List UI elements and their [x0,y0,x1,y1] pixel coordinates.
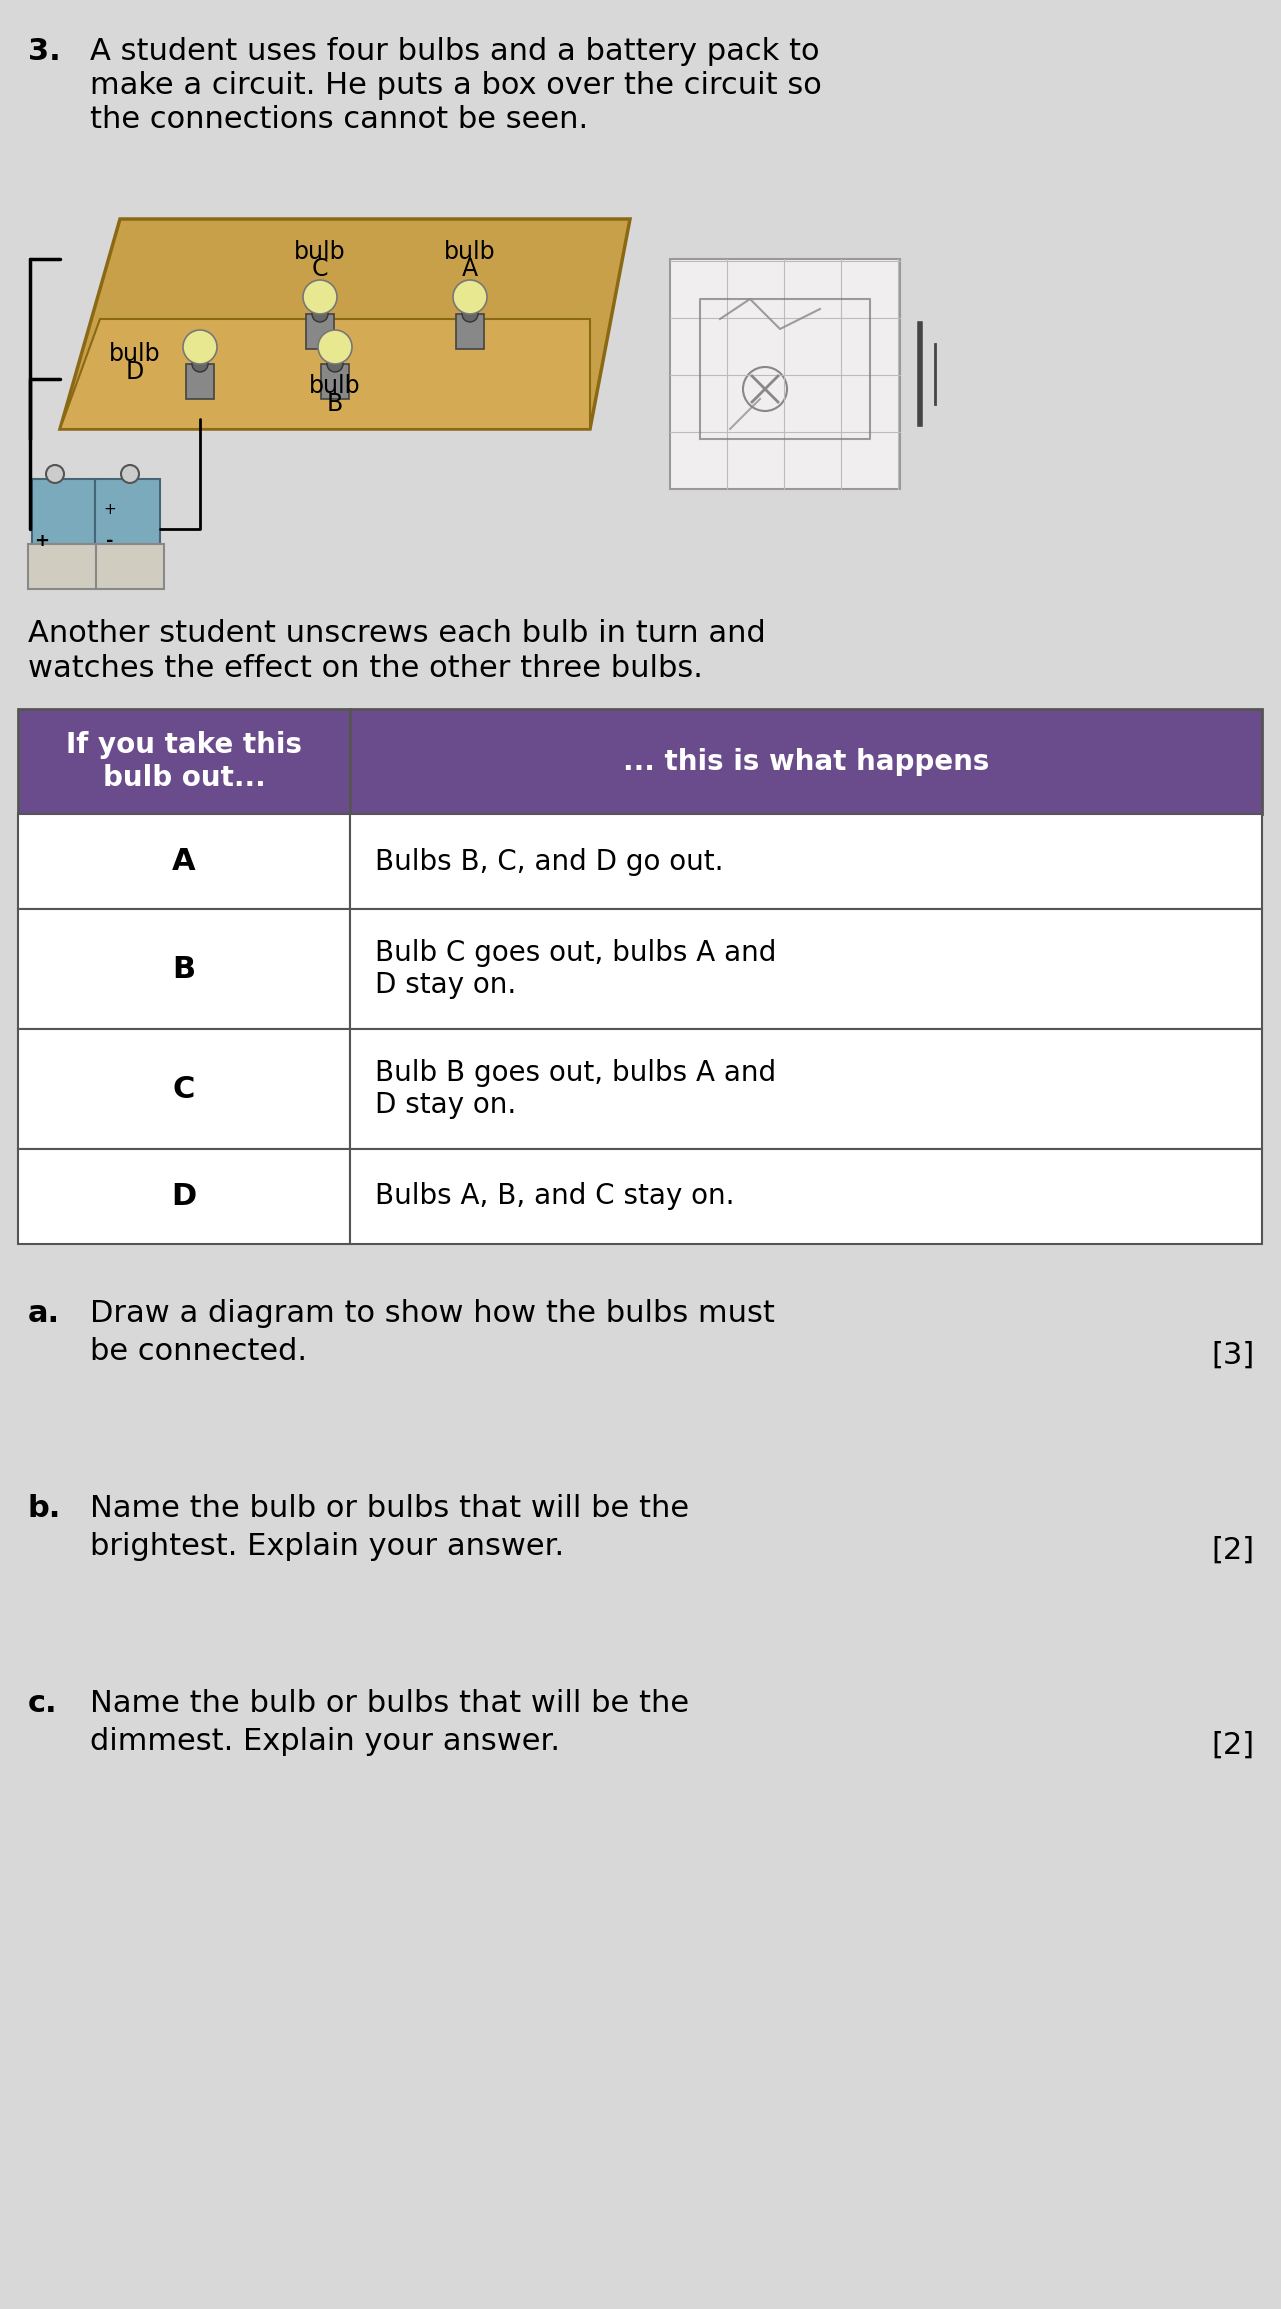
Text: watches the effect on the other three bulbs.: watches the effect on the other three bu… [28,653,703,683]
Text: D: D [126,360,145,383]
Text: +: + [35,531,50,550]
Bar [18,1150,350,1245]
Circle shape [313,307,328,321]
Text: bulb: bulb [109,342,161,367]
Text: B: B [327,393,343,416]
Bar [350,1150,1262,1245]
Bar [350,910,1262,1030]
Polygon shape [60,219,630,429]
Text: Name the bulb or bulbs that will be the
brightest. Explain your answer.: Name the bulb or bulbs that will be the … [90,1494,689,1561]
Circle shape [46,464,64,483]
Text: Bulb C goes out, bulbs A and
D stay on.: Bulb C goes out, bulbs A and D stay on. [375,940,776,1000]
Circle shape [192,356,208,372]
Bar [322,365,348,399]
Text: Bulbs B, C, and D go out.: Bulbs B, C, and D go out. [375,847,724,875]
Bar [28,545,96,589]
Bar [350,709,1262,815]
Circle shape [304,279,337,314]
Circle shape [453,279,487,314]
Text: [2]: [2] [1212,1732,1255,1759]
Text: A student uses four bulbs and a battery pack to: A student uses four bulbs and a battery … [90,37,820,67]
Text: [2]: [2] [1212,1535,1255,1566]
Text: bulb: bulb [295,240,346,263]
Circle shape [462,307,478,321]
Text: bulb: bulb [309,374,361,397]
Text: a.: a. [28,1300,60,1328]
Polygon shape [95,478,160,550]
Bar [306,314,334,349]
Bar [18,910,350,1030]
Text: Bulbs A, B, and C stay on.: Bulbs A, B, and C stay on. [375,1182,734,1210]
Text: C: C [173,1074,195,1104]
Text: -: - [106,531,114,550]
Bar [670,259,901,490]
Text: b.: b. [28,1494,61,1524]
Polygon shape [60,319,591,429]
Text: Another student unscrews each bulb in turn and: Another student unscrews each bulb in tu… [28,619,766,649]
Text: A: A [172,847,196,875]
Circle shape [183,330,216,365]
Text: D: D [172,1182,196,1210]
Bar [18,815,350,910]
Text: +: + [104,501,117,517]
Text: make a circuit. He puts a box over the circuit so: make a circuit. He puts a box over the c… [90,72,821,99]
Text: [3]: [3] [1212,1342,1255,1369]
Bar [18,709,350,815]
Text: If you take this
bulb out...: If you take this bulb out... [67,732,302,792]
Circle shape [318,330,352,365]
Text: A: A [462,256,478,282]
Text: c.: c. [28,1688,58,1718]
Bar [350,1030,1262,1150]
Text: Name the bulb or bulbs that will be the
dimmest. Explain your answer.: Name the bulb or bulbs that will be the … [90,1688,689,1757]
Circle shape [327,356,343,372]
Text: 3.: 3. [28,37,60,67]
Text: Bulb B goes out, bulbs A and
D stay on.: Bulb B goes out, bulbs A and D stay on. [375,1060,776,1120]
Bar [456,314,484,349]
Circle shape [120,464,140,483]
Bar [350,815,1262,910]
Text: C: C [311,256,328,282]
Text: Draw a diagram to show how the bulbs must
be connected.: Draw a diagram to show how the bulbs mus… [90,1300,775,1367]
Bar [96,545,164,589]
Text: the connections cannot be seen.: the connections cannot be seen. [90,104,588,134]
Text: bulb: bulb [445,240,496,263]
Bar [18,1030,350,1150]
Polygon shape [32,478,95,550]
Text: B: B [173,954,196,984]
Bar [186,365,214,399]
Text: ... this is what happens: ... this is what happens [623,748,989,776]
